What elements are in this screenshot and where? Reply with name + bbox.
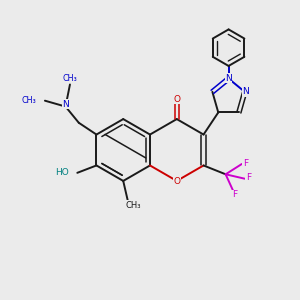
Text: CH₃: CH₃ (125, 201, 141, 210)
Text: F: F (232, 190, 237, 200)
Text: CH₃: CH₃ (63, 74, 77, 83)
Text: O: O (173, 95, 180, 104)
Text: N: N (242, 87, 249, 96)
Text: N: N (225, 74, 232, 82)
Text: O: O (173, 177, 180, 186)
Text: F: F (246, 173, 251, 182)
Text: CH₃: CH₃ (22, 96, 37, 105)
Text: HO: HO (55, 168, 69, 177)
Text: N: N (62, 100, 69, 109)
Text: F: F (243, 160, 248, 169)
